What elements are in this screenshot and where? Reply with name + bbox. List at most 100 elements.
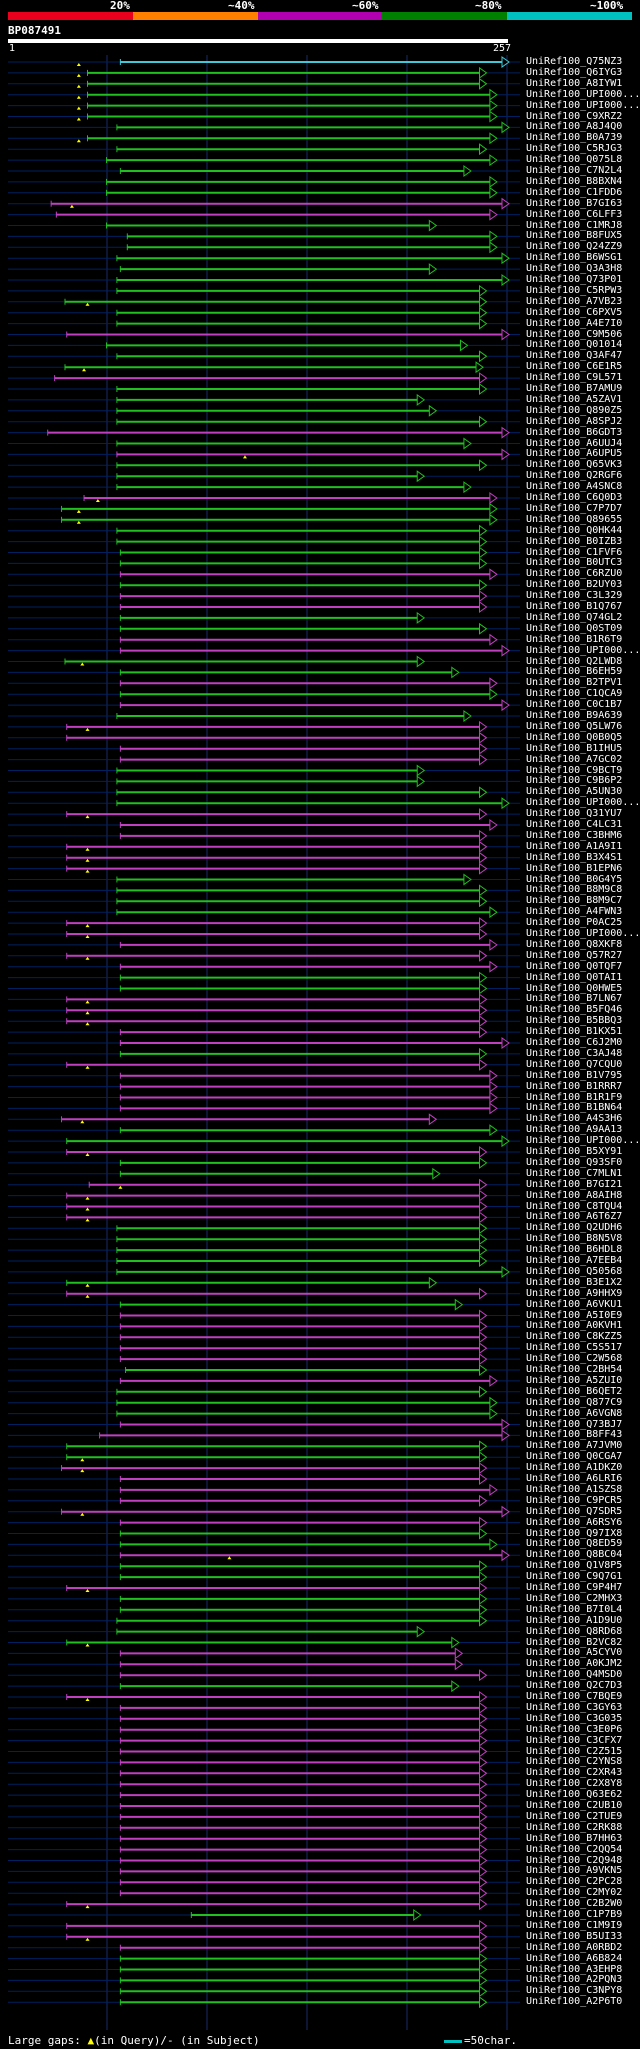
hit-label[interactable]: UniRef100_B5BBQ3 — [526, 1015, 623, 1027]
hit-label[interactable]: UniRef100_C1QCA9 — [526, 688, 623, 700]
hit-label[interactable]: UniRef100_C7MLN1 — [526, 1167, 623, 1179]
hit-label[interactable]: UniRef100_C7N2L4 — [526, 165, 623, 176]
hit-label[interactable]: UniRef100_C2QQ54 — [526, 1843, 623, 1855]
hit-label[interactable]: UniRef100_C2B2W0 — [526, 1898, 623, 1910]
hit-label[interactable]: UniRef100_B2VC82 — [526, 1636, 623, 1648]
hit-label[interactable]: UniRef100_C3NPY8 — [526, 1985, 623, 1997]
hit-label[interactable]: UniRef100_A6VKU1 — [526, 1298, 623, 1310]
hit-label[interactable]: UniRef100_B7GI21 — [526, 1178, 623, 1190]
hit-label[interactable]: UniRef100_A9AA13 — [526, 1124, 623, 1136]
hit-label[interactable]: UniRef100_C5S517 — [526, 1342, 623, 1354]
hit-label[interactable]: UniRef100_C1M9I9 — [526, 1919, 623, 1931]
hit-label[interactable]: UniRef100_UPI000... — [526, 88, 640, 100]
hit-label[interactable]: UniRef100_C6Q0D3 — [526, 492, 623, 503]
hit-label[interactable]: UniRef100_Q6IYG3 — [526, 66, 623, 78]
hit-label[interactable]: UniRef100_B0IZB3 — [526, 535, 623, 547]
hit-label[interactable]: UniRef100_C3GY63 — [526, 1701, 623, 1713]
hit-label[interactable]: UniRef100_Q877C9 — [526, 1396, 623, 1408]
hit-label[interactable]: UniRef100_UPI000... — [526, 644, 640, 656]
hit-label[interactable]: UniRef100_Q0TQF7 — [526, 960, 623, 972]
hit-label[interactable]: UniRef100_C3L329 — [526, 590, 623, 602]
hit-label[interactable]: UniRef100_C4LC31 — [526, 819, 623, 830]
hit-label[interactable]: UniRef100_C1FVF6 — [526, 546, 623, 558]
hit-label[interactable]: UniRef100_A0KJM2 — [526, 1658, 623, 1670]
hit-label[interactable]: UniRef100_Q2LWD8 — [526, 655, 623, 667]
hit-label[interactable]: UniRef100_C2Z515 — [526, 1745, 623, 1757]
hit-label[interactable]: UniRef100_A5ZUI0 — [526, 1374, 623, 1386]
hit-label[interactable]: UniRef100_C1P7B9 — [526, 1909, 623, 1920]
hit-label[interactable]: UniRef100_A6UUJ4 — [526, 437, 623, 449]
hit-label[interactable]: UniRef100_A7GC02 — [526, 753, 623, 765]
hit-label[interactable]: UniRef100_C9B6P2 — [526, 775, 623, 787]
hit-label[interactable]: UniRef100_UPI000... — [526, 797, 640, 809]
hit-label[interactable]: UniRef100_C3G035 — [526, 1712, 623, 1724]
hit-label[interactable]: UniRef100_B7AMU9 — [526, 383, 623, 394]
hit-label[interactable]: UniRef100_A3EHP8 — [526, 1963, 623, 1975]
hit-label[interactable]: UniRef100_A7JVM0 — [526, 1440, 623, 1452]
hit-label[interactable]: UniRef100_C2MHX3 — [526, 1592, 623, 1604]
hit-label[interactable]: UniRef100_Q93SF0 — [526, 1156, 623, 1168]
hit-label[interactable]: UniRef100_B2UY03 — [526, 579, 623, 591]
hit-label[interactable]: UniRef100_Q0ST09 — [526, 622, 623, 634]
hit-label[interactable]: UniRef100_C3BHM6 — [526, 829, 623, 841]
hit-label[interactable]: UniRef100_B7I0L4 — [526, 1603, 623, 1615]
hit-label[interactable]: UniRef100_Q57R27 — [526, 949, 623, 961]
hit-label[interactable]: UniRef100_B1R1F9 — [526, 1091, 623, 1103]
hit-label[interactable]: UniRef100_C5RPW3 — [526, 284, 623, 296]
hit-label[interactable]: UniRef100_C3CFX7 — [526, 1734, 623, 1746]
hit-label[interactable]: UniRef100_B3E1X2 — [526, 1276, 623, 1288]
hit-label[interactable]: UniRef100_Q0TAI1 — [526, 971, 623, 983]
hit-label[interactable]: UniRef100_C2YNS8 — [526, 1756, 623, 1768]
hit-label[interactable]: UniRef100_B1R6T9 — [526, 633, 623, 645]
hit-label[interactable]: UniRef100_Q65VK3 — [526, 459, 623, 471]
hit-label[interactable]: UniRef100_Q2C7D3 — [526, 1680, 623, 1692]
hit-label[interactable]: UniRef100_Q1V8P5 — [526, 1560, 623, 1572]
hit-label[interactable]: UniRef100_C9BCT9 — [526, 764, 623, 776]
hit-label[interactable]: UniRef100_Q5LW76 — [526, 720, 623, 732]
hit-label[interactable]: UniRef100_UPI000... — [526, 99, 640, 111]
hit-label[interactable]: UniRef100_C7BQE9 — [526, 1691, 623, 1702]
hit-label[interactable]: UniRef100_A0KVH1 — [526, 1320, 623, 1332]
hit-label[interactable]: UniRef100_C6LFF3 — [526, 208, 623, 220]
hit-label[interactable]: UniRef100_C9XRZ2 — [526, 110, 623, 122]
hit-label[interactable]: UniRef100_Q0HWE5 — [526, 982, 623, 994]
hit-label[interactable]: UniRef100_A9HHX9 — [526, 1287, 623, 1299]
hit-label[interactable]: UniRef100_A0RBD2 — [526, 1941, 623, 1953]
hit-label[interactable]: UniRef100_A2PQN3 — [526, 1974, 623, 1986]
hit-label[interactable]: UniRef100_Q73BJ7 — [526, 1418, 623, 1430]
hit-label[interactable]: UniRef100_B7HH63 — [526, 1832, 623, 1844]
hit-label[interactable]: UniRef100_B6HDL8 — [526, 1244, 623, 1256]
hit-label[interactable]: UniRef100_C2PC28 — [526, 1876, 623, 1888]
hit-label[interactable]: UniRef100_C2W568 — [526, 1353, 623, 1365]
hit-label[interactable]: UniRef100_A1DKZ0 — [526, 1462, 623, 1474]
hit-label[interactable]: UniRef100_B6EH59 — [526, 666, 623, 678]
hit-label[interactable]: UniRef100_A5ZAV1 — [526, 393, 623, 405]
hit-label[interactable]: UniRef100_C9PCR5 — [526, 1494, 623, 1506]
hit-label[interactable]: UniRef100_C3E0P6 — [526, 1723, 623, 1735]
hit-label[interactable]: UniRef100_B5UI33 — [526, 1930, 623, 1942]
hit-label[interactable]: UniRef100_C8KZZ5 — [526, 1331, 623, 1343]
hit-label[interactable]: UniRef100_A1SZS8 — [526, 1483, 623, 1495]
hit-label[interactable]: UniRef100_A5UN30 — [526, 786, 623, 798]
hit-label[interactable]: UniRef100_A4FWN3 — [526, 906, 623, 918]
hit-label[interactable]: UniRef100_B0G4Y5 — [526, 873, 623, 885]
hit-label[interactable]: UniRef100_B1RRR7 — [526, 1080, 623, 1092]
hit-label[interactable]: UniRef100_B1BN64 — [526, 1102, 623, 1114]
hit-label[interactable]: UniRef100_C2BH54 — [526, 1364, 623, 1375]
hit-label[interactable]: UniRef100_C3AJ48 — [526, 1047, 623, 1059]
hit-label[interactable]: UniRef100_C9P4H7 — [526, 1582, 623, 1593]
hit-label[interactable]: UniRef100_B2TPV1 — [526, 677, 623, 689]
hit-label[interactable]: UniRef100_B1V795 — [526, 1069, 623, 1081]
hit-label[interactable]: UniRef100_C2Q948 — [526, 1854, 623, 1866]
hit-label[interactable]: UniRef100_Q0B0Q5 — [526, 731, 623, 743]
hit-label[interactable]: UniRef100_A4SNC8 — [526, 481, 623, 493]
hit-label[interactable]: UniRef100_C6J2M0 — [526, 1037, 623, 1048]
hit-label[interactable]: UniRef100_C8TQU4 — [526, 1200, 623, 1212]
hit-label[interactable]: UniRef100_Q7SDR5 — [526, 1505, 623, 1517]
hit-label[interactable]: UniRef100_Q8RD68 — [526, 1625, 623, 1637]
hit-label[interactable]: UniRef100_A1A9I1 — [526, 840, 623, 852]
hit-label[interactable]: UniRef100_Q97IX8 — [526, 1527, 623, 1539]
hit-label[interactable]: UniRef100_B1KX51 — [526, 1026, 623, 1038]
hit-label[interactable]: UniRef100_B8M9C8 — [526, 884, 623, 896]
hit-label[interactable]: UniRef100_Q50568 — [526, 1265, 623, 1277]
